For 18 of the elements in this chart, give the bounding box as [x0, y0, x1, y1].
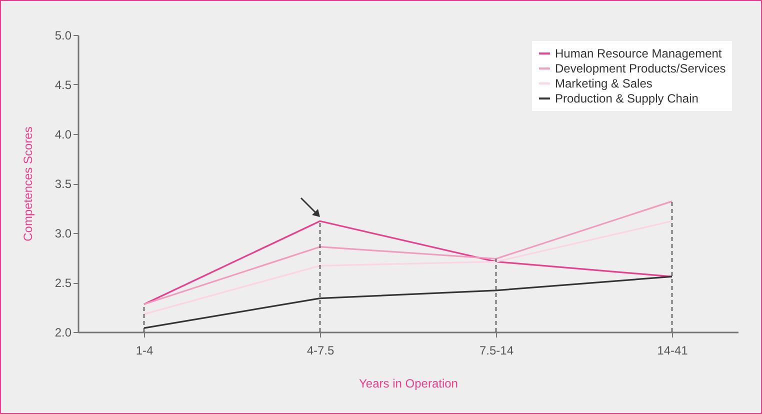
legend-label: Development Products/Services [555, 62, 726, 76]
legend-label: Marketing & Sales [555, 76, 652, 90]
y-tick-label: 3.0 [54, 226, 72, 240]
y-tick-label: 2.5 [54, 276, 72, 290]
y-tick-label: 2.0 [54, 326, 72, 340]
x-tick-label: 1-4 [136, 344, 154, 358]
y-tick-label: 4.0 [54, 128, 72, 142]
line-series [143, 200, 673, 306]
x-tick-label: 14-41 [657, 344, 688, 358]
legend-label: Production & Supply Chain [555, 92, 698, 106]
x-axis-title: Years in Operation [359, 376, 458, 390]
y-axis-title: Competences Scores [20, 126, 35, 242]
x-tick-label: 4-7.5 [306, 344, 334, 358]
legend-label: Human Resource Management [555, 46, 722, 60]
y-tick-label: 5.0 [54, 28, 72, 42]
y-tick-label: 3.5 [54, 177, 72, 191]
x-tick-label: 7.5-14 [479, 344, 514, 358]
y-tick-label: 4.5 [54, 78, 72, 92]
